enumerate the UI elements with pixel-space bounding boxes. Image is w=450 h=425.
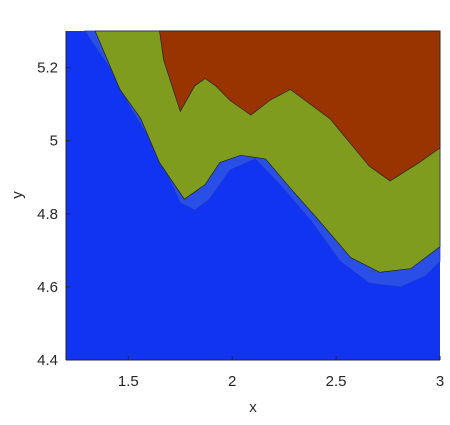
y-tick-label: 4.4 (37, 352, 58, 369)
y-tick-label: 4.6 (37, 279, 58, 296)
x-tick-label: 1.5 (118, 373, 139, 390)
contour-region (159, 30, 441, 182)
x-tick-label: 2.5 (326, 373, 347, 390)
y-axis-label: y (9, 191, 26, 199)
x-tick-label: 2 (228, 373, 236, 390)
x-axis-label: x (249, 399, 257, 416)
y-tick-label: 5 (50, 133, 58, 150)
x-tick-label: 3 (436, 373, 444, 390)
y-tick-label: 5.2 (37, 60, 58, 77)
y-tick-label: 4.8 (37, 206, 58, 223)
